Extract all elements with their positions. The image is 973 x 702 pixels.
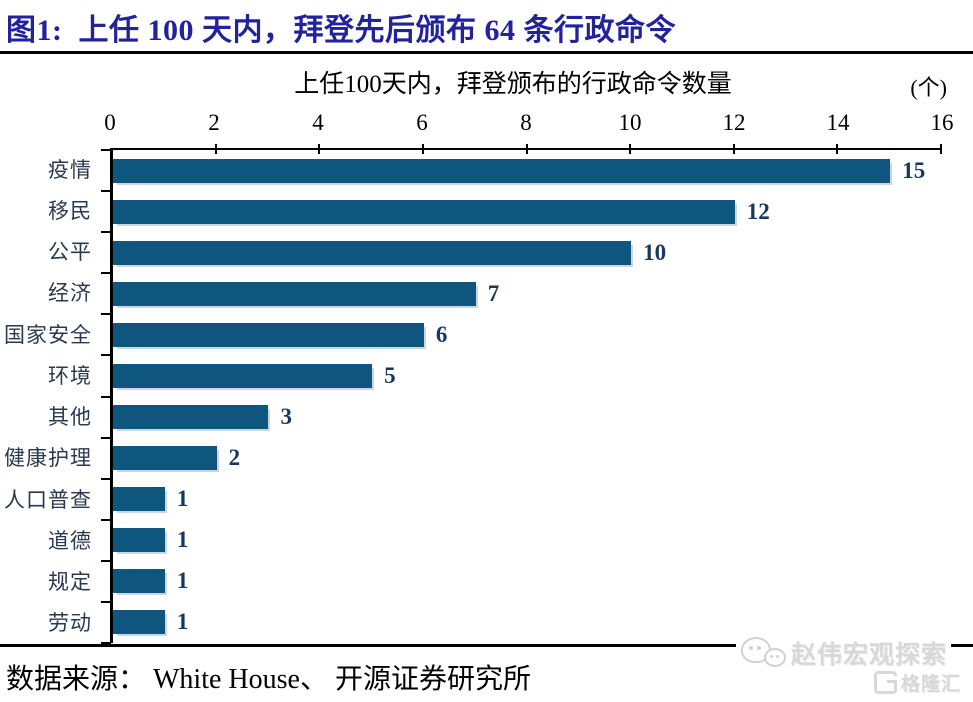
bar-row: 5 (113, 355, 942, 396)
x-axis-tick (214, 144, 217, 154)
bar (113, 240, 632, 265)
bar-row: 2 (113, 438, 942, 479)
y-axis-tick (101, 149, 111, 151)
y-axis-tick (101, 395, 111, 398)
category-label: 疫情 (48, 157, 92, 182)
y-axis-tick (101, 272, 111, 275)
bar (113, 528, 165, 553)
category-label: 经济 (48, 281, 92, 306)
wechat-chat-bubbles-icon (740, 635, 786, 672)
y-axis-tick (101, 231, 111, 234)
bar (113, 322, 424, 347)
category-label: 国家安全 (4, 322, 92, 347)
y-axis-tick (101, 642, 111, 644)
category-label: 健康护理 (4, 446, 92, 471)
x-tick-label: 10 (618, 110, 642, 135)
bar-value-label: 6 (435, 321, 448, 347)
x-tick-label: 6 (416, 110, 428, 135)
gelonghui-logo: 格隆汇 (871, 669, 963, 696)
bar-row: 6 (113, 314, 942, 355)
x-tick-label: 4 (312, 110, 324, 135)
bar-row: 10 (113, 232, 942, 273)
x-axis-tick (629, 144, 632, 154)
bar (113, 281, 476, 306)
bar-row: 1 (113, 561, 942, 602)
bar-value-label: 1 (176, 527, 189, 553)
category-label: 规定 (48, 570, 92, 595)
y-axis-tick (101, 518, 111, 521)
x-axis-tick (732, 144, 735, 154)
y-axis-tick (101, 559, 111, 562)
x-tick-label: 2 (208, 110, 220, 135)
bar-value-label: 12 (746, 198, 770, 224)
x-axis-tick (940, 144, 942, 154)
category-axis-labels: 疫情移民公平经济国家安全环境其他健康护理人口普查道德规定劳动 (0, 148, 100, 643)
g-square-icon (873, 671, 897, 694)
bar (113, 487, 165, 512)
category-label: 公平 (48, 240, 92, 265)
bar-value-label: 5 (384, 362, 396, 388)
title-divider-rule (0, 51, 973, 54)
data-source-text: 数据来源： White House、 开源证券研究所 (6, 664, 531, 695)
category-label: 移民 (48, 198, 92, 223)
y-axis-tick (101, 354, 111, 357)
x-tick-label: 16 (930, 110, 954, 135)
x-axis-tick-labels: 0 2 4 6 8 10 12 14 16 (0, 110, 973, 140)
bar-value-label: 3 (280, 404, 292, 430)
bar-row: 1 (113, 479, 942, 520)
bar-value-label: 1 (176, 568, 189, 594)
bar (113, 158, 891, 183)
bar (113, 446, 217, 471)
bar-rows: 15 12 10 7 6 5 3 2 1 1 1 1 (113, 150, 942, 643)
bar (113, 363, 373, 388)
wechat-small-bubble-icon (764, 647, 786, 667)
bar-row: 7 (113, 273, 942, 314)
bar-row: 1 (113, 602, 942, 643)
category-label: 道德 (48, 528, 92, 553)
y-axis-tick (101, 600, 111, 603)
watermark-label: 赵伟宏观探索 (791, 641, 948, 669)
bar-row: 3 (113, 397, 942, 438)
watermark: 赵伟宏观探索 (736, 633, 952, 673)
x-axis-tick (318, 144, 321, 154)
x-tick-label: 14 (826, 110, 850, 135)
x-tick-label: 8 (520, 110, 532, 135)
x-axis-tick (421, 144, 424, 154)
bar-value-label: 10 (643, 239, 667, 265)
bar (113, 569, 165, 594)
bar (113, 610, 165, 635)
bar-value-label: 15 (902, 157, 926, 183)
bar (113, 405, 269, 430)
x-axis-tick (525, 144, 528, 154)
figure-title: 图1: 上任 100 天内，拜登先后颁布 64 条行政命令 (6, 14, 676, 47)
bar-row: 15 (113, 150, 942, 191)
category-label: 人口普查 (4, 487, 92, 512)
plot-area: 15 12 10 7 6 5 3 2 1 1 1 1 (101, 144, 942, 644)
bar-value-label: 1 (176, 609, 189, 635)
bottom-divider-rule (0, 644, 973, 647)
axis-unit-label: (个) (910, 75, 947, 100)
y-axis-tick (101, 313, 111, 316)
bar-value-label: 1 (176, 486, 189, 512)
x-axis-tick (836, 144, 839, 154)
y-axis-tick (101, 477, 111, 480)
y-axis-tick (101, 436, 111, 439)
bar-value-label: 2 (228, 445, 241, 471)
bar-row: 1 (113, 520, 942, 561)
bar-row: 12 (113, 191, 942, 232)
category-label: 其他 (48, 405, 92, 430)
chart-title: 上任100天内，拜登颁布的行政命令数量 (294, 71, 732, 98)
category-label: 劳动 (48, 611, 92, 636)
x-tick-label: 0 (104, 110, 116, 135)
x-tick-label: 12 (722, 110, 746, 135)
category-label: 环境 (48, 363, 92, 388)
y-axis-tick (101, 190, 111, 193)
bar (113, 199, 735, 224)
gelonghui-label: 格隆汇 (900, 674, 961, 695)
bar-value-label: 7 (487, 280, 500, 306)
